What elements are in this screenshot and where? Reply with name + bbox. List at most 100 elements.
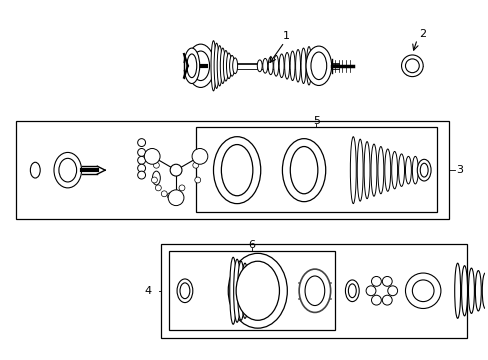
Ellipse shape: [419, 163, 427, 177]
Circle shape: [170, 164, 182, 176]
Text: 1: 1: [282, 31, 289, 41]
Ellipse shape: [214, 43, 219, 89]
Ellipse shape: [299, 269, 330, 312]
Circle shape: [382, 295, 391, 305]
Circle shape: [179, 185, 184, 191]
Circle shape: [138, 148, 145, 156]
Ellipse shape: [180, 283, 189, 299]
Ellipse shape: [226, 53, 231, 78]
Ellipse shape: [295, 50, 300, 82]
Ellipse shape: [391, 152, 397, 189]
Circle shape: [371, 295, 381, 305]
Ellipse shape: [398, 154, 404, 186]
Ellipse shape: [290, 147, 317, 194]
Circle shape: [153, 162, 159, 168]
Ellipse shape: [236, 261, 279, 320]
Ellipse shape: [191, 51, 209, 81]
Ellipse shape: [54, 152, 81, 188]
Ellipse shape: [284, 53, 289, 79]
Ellipse shape: [59, 158, 77, 182]
Circle shape: [411, 280, 433, 302]
Ellipse shape: [245, 265, 252, 316]
Ellipse shape: [186, 54, 196, 78]
Ellipse shape: [220, 48, 225, 84]
Ellipse shape: [301, 48, 305, 84]
Ellipse shape: [223, 50, 228, 81]
Ellipse shape: [481, 273, 487, 309]
Ellipse shape: [237, 261, 244, 320]
Bar: [16, 121, 448, 219]
Ellipse shape: [221, 145, 252, 196]
Circle shape: [405, 273, 440, 309]
Text: 3: 3: [456, 165, 463, 175]
Text: 5: 5: [312, 116, 319, 126]
Bar: [161, 244, 466, 338]
Ellipse shape: [384, 149, 390, 191]
Ellipse shape: [345, 280, 359, 302]
Ellipse shape: [268, 57, 273, 75]
Ellipse shape: [211, 41, 216, 91]
Ellipse shape: [357, 139, 363, 201]
Ellipse shape: [177, 279, 192, 302]
Circle shape: [173, 191, 179, 197]
Circle shape: [161, 191, 167, 197]
Ellipse shape: [364, 141, 369, 199]
Circle shape: [192, 148, 207, 164]
Ellipse shape: [461, 266, 467, 316]
Circle shape: [387, 286, 397, 296]
Ellipse shape: [310, 52, 326, 80]
Circle shape: [138, 139, 145, 147]
Ellipse shape: [152, 171, 160, 185]
Ellipse shape: [183, 48, 199, 84]
Ellipse shape: [370, 144, 376, 196]
Circle shape: [194, 177, 200, 183]
Circle shape: [405, 59, 418, 73]
Ellipse shape: [474, 271, 480, 311]
Ellipse shape: [305, 276, 324, 306]
Circle shape: [382, 276, 391, 286]
Ellipse shape: [232, 58, 237, 74]
Ellipse shape: [273, 55, 278, 76]
Ellipse shape: [249, 267, 256, 314]
Ellipse shape: [347, 284, 356, 298]
Ellipse shape: [30, 162, 40, 178]
Ellipse shape: [217, 46, 222, 86]
Ellipse shape: [213, 137, 260, 204]
Bar: [195, 127, 436, 212]
Ellipse shape: [468, 268, 473, 314]
Circle shape: [366, 286, 375, 296]
Ellipse shape: [305, 46, 331, 85]
Circle shape: [168, 190, 183, 206]
Text: 6: 6: [248, 240, 255, 250]
Ellipse shape: [229, 257, 236, 324]
Ellipse shape: [349, 137, 356, 204]
Ellipse shape: [289, 51, 294, 81]
Ellipse shape: [262, 58, 267, 73]
Circle shape: [371, 276, 381, 286]
Text: 2: 2: [418, 29, 425, 39]
Ellipse shape: [229, 55, 234, 76]
Ellipse shape: [228, 253, 287, 328]
Bar: [169, 251, 334, 330]
Circle shape: [138, 156, 145, 164]
Circle shape: [151, 177, 157, 183]
Ellipse shape: [257, 60, 262, 72]
Circle shape: [167, 193, 173, 199]
Ellipse shape: [454, 263, 460, 318]
Ellipse shape: [282, 139, 325, 202]
Ellipse shape: [241, 263, 248, 318]
Circle shape: [138, 164, 145, 172]
Circle shape: [138, 171, 145, 179]
Text: 4: 4: [144, 286, 151, 296]
Circle shape: [155, 185, 161, 191]
Ellipse shape: [377, 147, 383, 194]
Circle shape: [144, 148, 160, 164]
Ellipse shape: [411, 156, 417, 184]
Ellipse shape: [279, 54, 284, 78]
Ellipse shape: [233, 259, 240, 322]
Circle shape: [401, 55, 422, 77]
Ellipse shape: [306, 46, 311, 85]
Circle shape: [192, 162, 198, 168]
Ellipse shape: [416, 159, 430, 181]
Ellipse shape: [186, 44, 214, 87]
